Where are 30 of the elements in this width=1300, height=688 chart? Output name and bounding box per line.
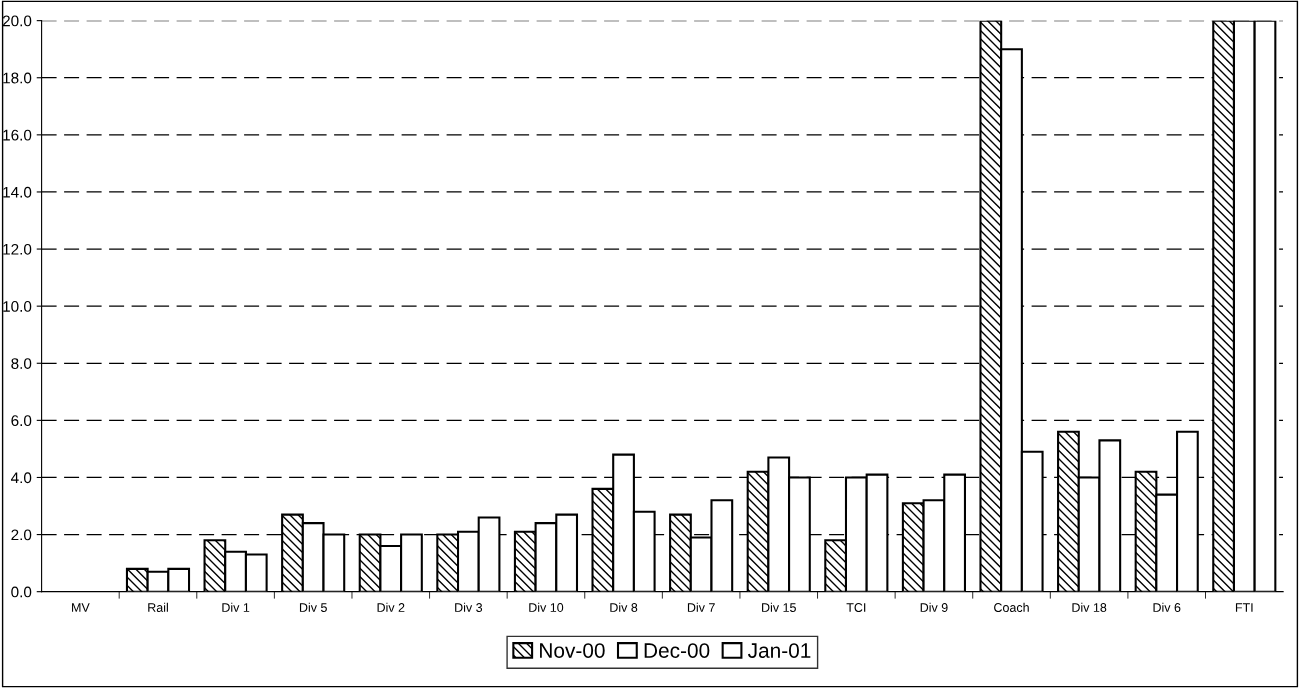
y-tick-label: 10.0 bbox=[3, 301, 32, 312]
x-tick-label: Div 5 bbox=[299, 602, 327, 612]
x-tick-label: Div 15 bbox=[762, 602, 796, 612]
x-tick-label: Coach bbox=[994, 602, 1029, 612]
x-tick-label: Div 8 bbox=[610, 602, 638, 612]
x-tick-label: Div 6 bbox=[1153, 602, 1181, 612]
y-tick-label: 8.0 bbox=[11, 358, 32, 369]
y-tick-label: 14.0 bbox=[3, 186, 32, 198]
x-tick-label: TCI bbox=[846, 603, 866, 612]
y-tick-label: 6.0 bbox=[11, 415, 32, 427]
legend-label: Jan-01 bbox=[747, 643, 811, 658]
x-tick-label: Rail bbox=[148, 602, 168, 612]
x-tick-label: Div 1 bbox=[222, 602, 250, 612]
legend-label: Dec-00 bbox=[644, 643, 710, 658]
y-tick-label: 2.0 bbox=[11, 529, 32, 541]
x-tick-label: Div 7 bbox=[687, 602, 715, 612]
x-tick-label: Div 3 bbox=[455, 602, 483, 612]
x-tick-label: Div 10 bbox=[529, 602, 564, 612]
y-tick-label: 16.0 bbox=[3, 129, 32, 141]
y-tick-label: 18.0 bbox=[3, 72, 32, 84]
y-tick-label: 20.0 bbox=[2, 15, 32, 27]
x-tick-label: MV bbox=[72, 603, 90, 612]
x-tick-label: Div 18 bbox=[1072, 602, 1107, 612]
x-tick-label: FTI bbox=[1235, 603, 1253, 612]
legend-label: Nov-00 bbox=[540, 643, 605, 658]
x-tick-label: Div 2 bbox=[377, 602, 405, 612]
x-tick-label: Div 9 bbox=[920, 602, 948, 612]
y-tick-label: 4.0 bbox=[10, 472, 32, 484]
y-tick-label: 12.0 bbox=[3, 243, 32, 255]
y-tick-label: 0.0 bbox=[11, 586, 32, 598]
